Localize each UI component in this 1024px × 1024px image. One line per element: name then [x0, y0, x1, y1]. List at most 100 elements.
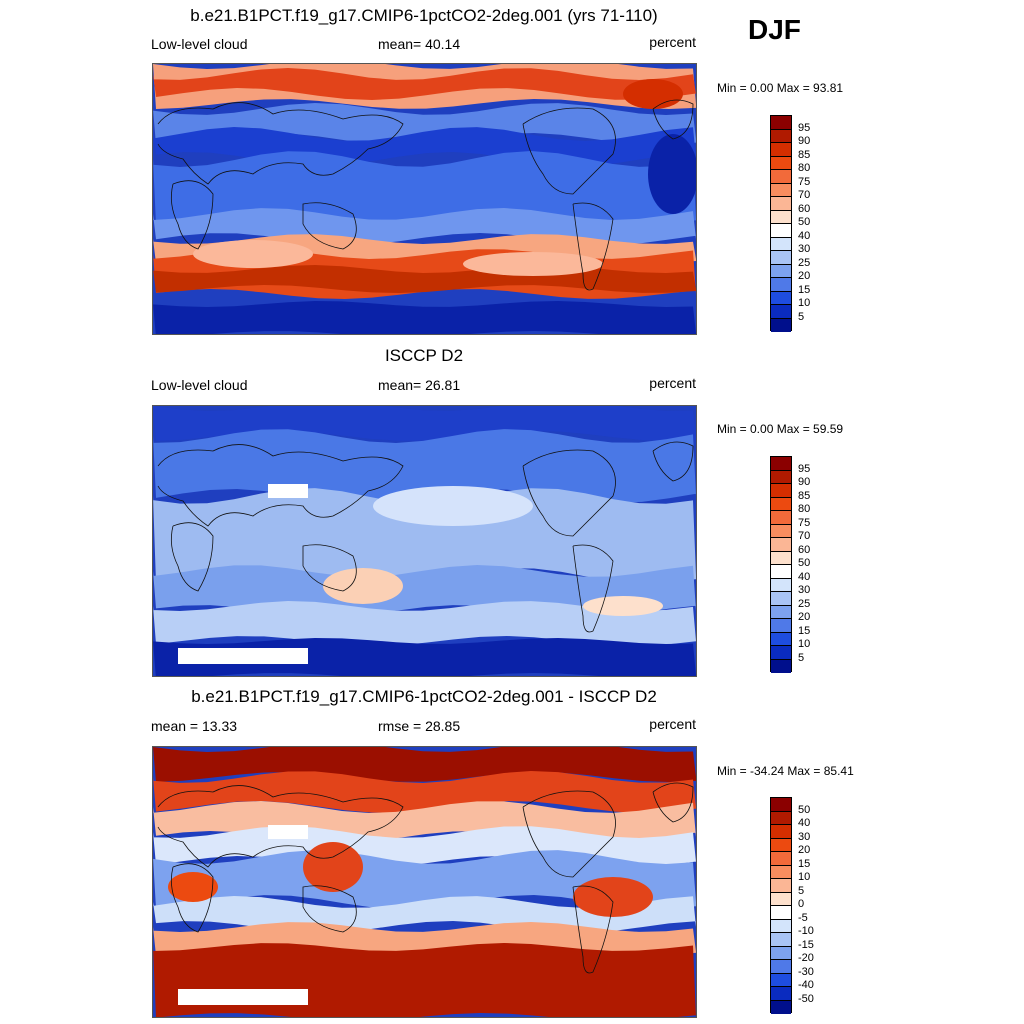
- colorbar-swatch: [771, 973, 791, 987]
- colorbar-swatch: [771, 305, 791, 319]
- colorbar-tick-label: 90: [798, 135, 811, 147]
- colorbar-tick-label: -20: [798, 952, 814, 964]
- colorbar-tick-label: 0: [798, 898, 805, 910]
- colorbar-swatch: [771, 170, 791, 184]
- colorbar-swatch: [771, 143, 791, 157]
- colorbar-tick-label: 85: [798, 489, 811, 502]
- colorbar-tick-label: 40: [798, 817, 811, 829]
- colorbar-tick-label: 5: [798, 310, 805, 323]
- colorbar-swatch: [771, 865, 791, 879]
- colorbar-swatch: [771, 237, 791, 251]
- colorbar-swatch: [771, 605, 791, 619]
- panel-3-rmse-label: rmse = 28.85: [378, 718, 461, 734]
- season-label: DJF: [748, 14, 801, 45]
- colorbar-tick-label: 20: [798, 844, 811, 856]
- colorbar-tick-label: 50: [798, 557, 811, 569]
- colorbar-swatch: [771, 251, 791, 265]
- colorbar-swatch: [771, 619, 791, 633]
- colorbar-tick-label: 50: [798, 216, 811, 228]
- panel-1-title: b.e21.B1PCT.f19_g17.CMIP6-1pctCO2-2deg.0…: [190, 6, 658, 25]
- colorbar-swatch: [771, 511, 791, 525]
- colorbar-swatch: [771, 264, 791, 278]
- colorbar-swatch: [771, 484, 791, 498]
- colorbar-swatch: [771, 497, 791, 511]
- colorbar-swatch: [771, 879, 791, 893]
- panel-3-colorbar: 50 40 30 20 15 10 5 0 -5 -10 -15 -20 -30 -40 -50: [770, 797, 814, 1014]
- panel-2-colorbar: 95 90 85 80 75 70 60 50 40 30 25 20 15 10 5: [770, 456, 810, 673]
- colorbar-swatch: [771, 538, 791, 552]
- colorbar-swatch: [771, 318, 791, 332]
- colorbar-swatch: [771, 578, 791, 592]
- colorbar-swatch: [771, 852, 791, 866]
- panel-3-units-label: percent: [649, 716, 696, 732]
- colorbar-swatch: [771, 632, 791, 646]
- colorbar-swatch: [771, 892, 791, 906]
- panel-1-variable-label: Low-level cloud: [151, 36, 248, 52]
- colorbar-swatch: [771, 524, 791, 538]
- colorbar-swatches: [770, 456, 792, 673]
- colorbar-swatch: [771, 592, 791, 606]
- colorbar-swatch: [771, 210, 791, 224]
- colorbar-swatch: [771, 197, 791, 211]
- colorbar-swatch: [771, 825, 791, 839]
- colorbar-tick-label: 70: [798, 189, 811, 201]
- colorbar-tick-label: -50: [798, 992, 814, 1005]
- colorbar-tick-label: -5: [798, 911, 808, 924]
- panel-3-mean-label: mean = 13.33: [151, 718, 238, 734]
- colorbar-swatch: [771, 659, 791, 673]
- panel-1-colorbar: 95 90 85 80 75 70 60 50 40 30 25 20 15 10 5: [770, 115, 810, 332]
- colorbar-tick-label: 15: [798, 857, 811, 870]
- colorbar-swatch: [771, 278, 791, 292]
- colorbar-tick-label: 85: [798, 148, 811, 161]
- map-field: [153, 747, 696, 1017]
- colorbar-tick-label: 40: [798, 570, 811, 583]
- panel-1-mean-label: mean= 40.14: [378, 36, 461, 52]
- colorbar-swatch: [771, 156, 791, 170]
- colorbar-tick-label: 80: [798, 162, 811, 174]
- colorbar-tick-label: 5: [798, 884, 805, 897]
- colorbar-tick-label: 25: [798, 597, 811, 610]
- panel-3-title: b.e21.B1PCT.f19_g17.CMIP6-1pctCO2-2deg.0…: [191, 687, 657, 706]
- colorbar-tick-label: 10: [798, 871, 811, 883]
- colorbar-tick-label: 75: [798, 516, 811, 529]
- colorbar-tick-label: 50: [798, 803, 811, 816]
- colorbar-swatch: [771, 129, 791, 143]
- panel-2-variable-label: Low-level cloud: [151, 377, 248, 393]
- panel-2-mean-label: mean= 26.81: [378, 377, 461, 393]
- map-field: [153, 64, 696, 334]
- colorbar-tick-label: -30: [798, 965, 814, 978]
- colorbar-swatch: [771, 906, 791, 920]
- map-field: [153, 406, 696, 676]
- colorbar-tick-label: 30: [798, 584, 811, 596]
- colorbar-swatch: [771, 116, 791, 130]
- difference-map: [152, 746, 697, 1018]
- panel-1-minmax: Min = 0.00 Max = 93.81: [717, 81, 844, 95]
- colorbar-tick-label: 10: [798, 297, 811, 309]
- colorbar-tick-label: 60: [798, 543, 811, 556]
- panel-3-minmax: Min = -34.24 Max = 85.41: [717, 764, 854, 778]
- colorbar-swatch: [771, 946, 791, 960]
- isccp-low-cloud-map: [152, 405, 697, 677]
- colorbar-swatch: [771, 838, 791, 852]
- colorbar-tick-label: 95: [798, 462, 811, 475]
- colorbar-swatch: [771, 960, 791, 974]
- colorbar-tick-label: 30: [798, 830, 811, 843]
- colorbar-swatch: [771, 183, 791, 197]
- colorbar-swatch: [771, 811, 791, 825]
- colorbar-tick-label: 90: [798, 476, 811, 488]
- colorbar-swatch: [771, 919, 791, 933]
- colorbar-tick-label: 20: [798, 611, 811, 623]
- colorbar-tick-label: 15: [798, 624, 811, 637]
- colorbar-tick-label: 15: [798, 283, 811, 296]
- colorbar-swatch: [771, 933, 791, 947]
- colorbar-tick-label: -40: [798, 979, 814, 991]
- colorbar-tick-label: 70: [798, 530, 811, 542]
- colorbar-tick-label: 60: [798, 202, 811, 215]
- colorbar-tick-label: 40: [798, 229, 811, 242]
- panel-2-units-label: percent: [649, 375, 696, 391]
- colorbar-swatch: [771, 1000, 791, 1014]
- panel-2-minmax: Min = 0.00 Max = 59.59: [717, 422, 844, 436]
- colorbar-swatches: [770, 115, 792, 332]
- colorbar-swatch: [771, 457, 791, 471]
- colorbar-tick-label: 80: [798, 503, 811, 515]
